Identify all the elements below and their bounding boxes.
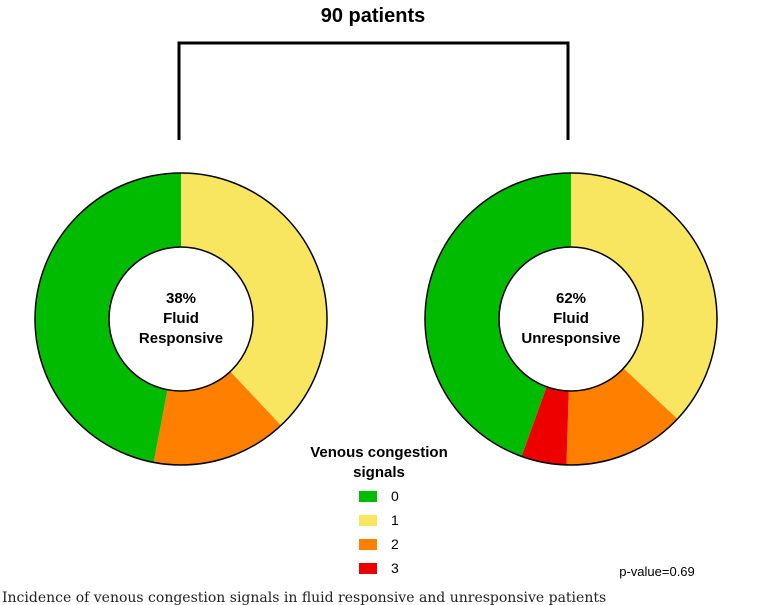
legend: Venous congestion signals 0 1 2 3 xyxy=(310,444,448,576)
legend-label-2: 2 xyxy=(391,536,399,552)
legend-swatch-2 xyxy=(359,539,377,550)
chart-title: 90 patients xyxy=(321,5,425,27)
slice-signals-2 xyxy=(153,371,281,465)
donut-hole xyxy=(498,246,644,392)
p-value-annotation: p-value=0.69 xyxy=(619,564,695,579)
donut-hole xyxy=(108,246,254,392)
donut-group: 38% Fluid Responsive 62% Fluid Unresponsive xyxy=(34,172,718,466)
donut-center-label-line1: Fluid xyxy=(163,310,199,327)
slice-signals-0 xyxy=(35,173,182,463)
legend-label-0: 0 xyxy=(391,488,399,504)
donut-center-label-line2: Unresponsive xyxy=(521,330,620,347)
donut-center-percent: 38% xyxy=(166,290,196,307)
donut-center-label-line2: Responsive xyxy=(139,330,223,347)
donut-1: 38% Fluid Responsive xyxy=(34,172,328,466)
legend-label-3: 3 xyxy=(391,560,399,576)
legend-swatch-3 xyxy=(359,563,377,574)
slice-signals-2 xyxy=(566,368,678,465)
slice-signals-0 xyxy=(425,173,571,457)
donut-center-percent: 62% xyxy=(556,290,586,307)
slice-signals-1 xyxy=(181,173,327,426)
donut-2: 62% Fluid Unresponsive xyxy=(424,172,718,466)
legend-swatch-0 xyxy=(359,491,377,502)
slice-signals-1 xyxy=(571,173,717,419)
donut-chart-figure: 90 patients 38% Fluid Responsive 62% Fluid Un… xyxy=(34,5,718,579)
slice-signals-3 xyxy=(521,386,569,465)
legend-title-line1: Venous congestion xyxy=(310,444,448,461)
donut-outer-outline xyxy=(424,172,718,466)
donut-center-label-line1: Fluid xyxy=(553,310,589,327)
figure-caption: Incidence of venous congestion signals i… xyxy=(2,590,607,605)
comparison-bracket xyxy=(177,41,570,140)
donut-outer-outline xyxy=(34,172,328,466)
legend-label-1: 1 xyxy=(391,512,399,528)
legend-title-line2: signals xyxy=(353,464,405,481)
legend-items: 0 1 2 3 xyxy=(359,488,399,576)
legend-swatch-1 xyxy=(359,515,377,526)
